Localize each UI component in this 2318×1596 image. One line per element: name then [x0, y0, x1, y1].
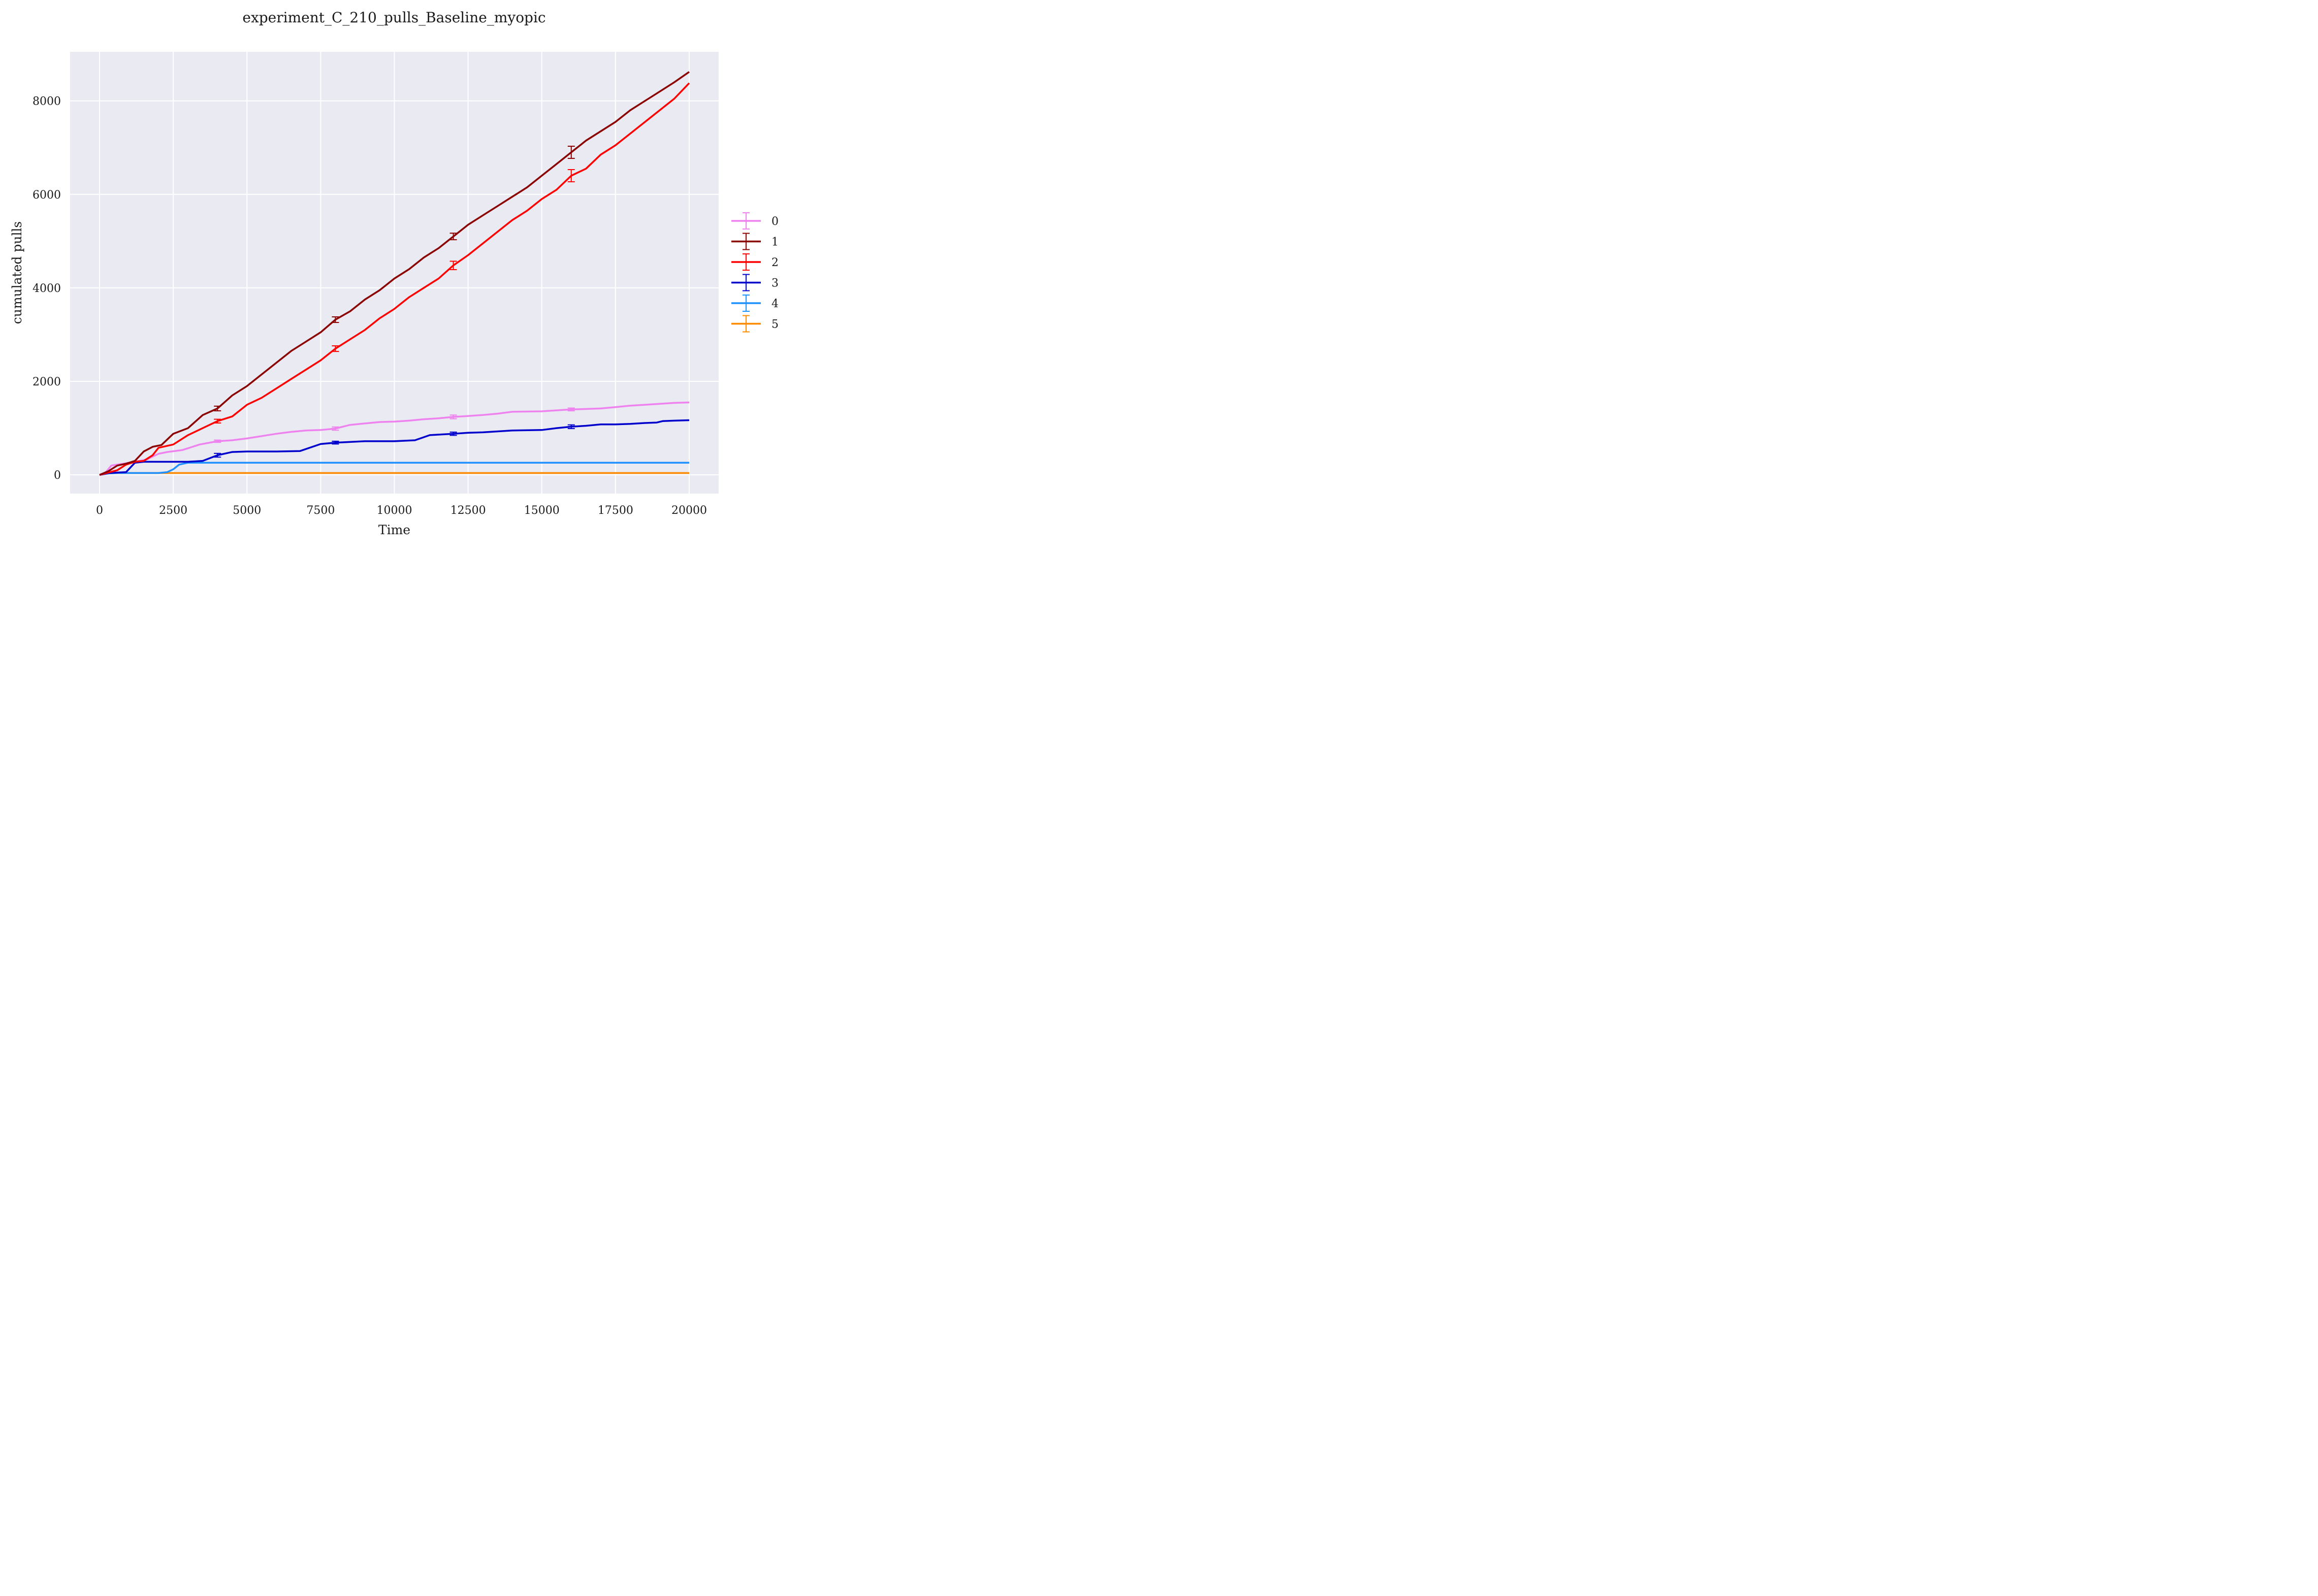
gridlines — [70, 52, 719, 494]
legend-item-3: 3 — [731, 274, 779, 291]
series-line-1 — [99, 71, 690, 476]
error-bar-2 — [567, 169, 575, 182]
error-bar-0 — [332, 426, 339, 431]
legend-label: 0 — [771, 215, 779, 228]
error-bar-0 — [567, 407, 575, 412]
error-bar-3 — [332, 440, 339, 445]
error-bar-2 — [214, 418, 221, 424]
legend-item-4: 4 — [731, 295, 779, 312]
y-tick-label: 0 — [54, 469, 61, 482]
legend-label: 1 — [771, 236, 779, 249]
error-bar-2 — [449, 260, 457, 271]
error-bar-1 — [332, 316, 339, 323]
x-tick-label: 12500 — [450, 504, 486, 517]
error-bar-0 — [449, 414, 457, 419]
legend: 0 1 2 3 4 5 — [731, 212, 779, 333]
error-bar-1 — [567, 145, 575, 159]
x-tick-labels: 0 2500 5000 7500 10000 12500 15000 17500 20000 — [96, 504, 707, 517]
y-tick-label: 2000 — [33, 376, 61, 388]
x-tick-label: 2500 — [159, 504, 187, 517]
y-axis-label: cumulated pulls — [10, 221, 24, 324]
series-line-2 — [99, 82, 690, 476]
error-bar-3 — [449, 431, 457, 436]
x-tick-label: 15000 — [524, 504, 560, 517]
error-bar-1 — [449, 233, 457, 241]
x-tick-label: 0 — [96, 504, 103, 517]
x-tick-label: 17500 — [598, 504, 633, 517]
series-line-3 — [99, 419, 690, 476]
x-tick-label: 5000 — [233, 504, 261, 517]
error-bars — [214, 145, 575, 458]
error-bar-2 — [332, 345, 339, 352]
x-tick-label: 7500 — [306, 504, 335, 517]
legend-label: 2 — [771, 256, 779, 269]
error-bar-3 — [214, 452, 221, 458]
x-tick-label: 10000 — [377, 504, 412, 517]
series-lines — [99, 71, 690, 476]
y-tick-labels: 0 2000 4000 6000 8000 — [33, 95, 61, 482]
legend-label: 4 — [771, 298, 779, 310]
legend-label: 5 — [771, 318, 779, 331]
error-bar-3 — [567, 424, 575, 430]
legend-item-2: 2 — [731, 253, 779, 271]
series-line-0 — [99, 401, 690, 476]
legend-item-1: 1 — [731, 233, 779, 250]
legend-item-5: 5 — [731, 315, 779, 333]
x-axis-label: Time — [378, 523, 410, 537]
y-tick-label: 4000 — [33, 282, 61, 295]
chart-svg: 0 2500 5000 7500 10000 12500 15000 17500 20000 0… — [0, 0, 794, 547]
x-tick-label: 20000 — [671, 504, 707, 517]
legend-label: 3 — [771, 277, 779, 290]
y-tick-label: 6000 — [33, 189, 61, 202]
legend-item-0: 0 — [731, 212, 779, 230]
error-bar-0 — [214, 439, 221, 443]
error-bar-1 — [214, 405, 221, 412]
y-tick-label: 8000 — [33, 95, 61, 108]
chart-title: experiment_C_210_pulls_Baseline_myopic — [242, 9, 545, 26]
